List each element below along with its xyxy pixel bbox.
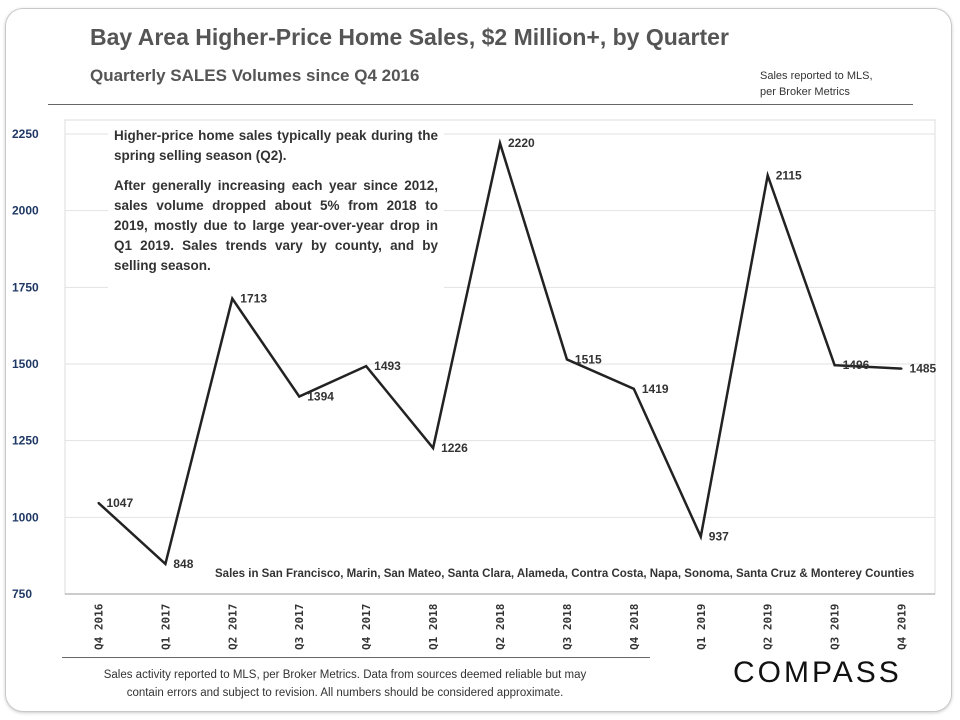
data-label: 1419 <box>642 382 669 396</box>
data-label: 1047 <box>106 496 133 510</box>
chart-title: Bay Area Higher-Price Home Sales, $2 Mil… <box>90 24 729 50</box>
y-tick-label: 750 <box>12 587 32 601</box>
header-divider <box>48 104 913 105</box>
y-tick-label: 1750 <box>12 280 39 294</box>
chart-subtitle: Quarterly SALES Volumes since Q4 2016 <box>90 66 420 85</box>
x-tick-label: Q1 2017 <box>159 604 172 650</box>
annotation-p2: After generally increasing each year sin… <box>114 178 438 273</box>
footer-line-2: contain errors and subject to revision. … <box>126 687 564 699</box>
data-label: 1496 <box>843 358 870 372</box>
x-tick-label: Q1 2019 <box>695 604 708 650</box>
data-point <box>298 395 301 398</box>
source-line-1: Sales reported to MLS, <box>760 70 873 82</box>
data-label: 1493 <box>374 359 401 373</box>
data-point <box>499 142 501 145</box>
x-tick-label: Q2 2018 <box>494 604 507 650</box>
x-tick-label: Q2 2017 <box>226 604 239 650</box>
data-point <box>565 358 568 361</box>
data-point <box>164 562 167 565</box>
x-tick-label: Q4 2016 <box>92 603 105 650</box>
data-label: 937 <box>709 530 729 544</box>
annotation-p1: Higher-price home sales typically peak d… <box>114 128 438 163</box>
data-label: 848 <box>173 557 193 571</box>
data-point <box>632 387 635 390</box>
x-tick-label: Q2 2019 <box>762 604 775 650</box>
x-tick-label: Q3 2017 <box>293 604 306 650</box>
y-tick-label: 2000 <box>12 204 39 218</box>
data-label: 1226 <box>441 441 468 455</box>
annotation-box: Higher-price home sales typically peak d… <box>108 122 444 290</box>
data-label: 2115 <box>776 168 802 182</box>
data-label: 1713 <box>240 292 267 306</box>
slide-frame <box>5 8 952 712</box>
footer-divider <box>62 657 650 658</box>
x-tick-label: Q3 2018 <box>561 604 574 650</box>
data-point <box>432 447 435 450</box>
y-tick-label: 1250 <box>12 434 39 448</box>
data-point <box>97 501 100 504</box>
data-label: 1394 <box>307 390 334 404</box>
x-tick-label: Q4 2018 <box>628 604 641 650</box>
x-tick-label: Q3 2019 <box>829 604 842 650</box>
footer-line-1: Sales activity reported to MLS, per Brok… <box>103 669 587 681</box>
y-tick-label: 1500 <box>12 357 39 371</box>
data-point <box>365 365 368 368</box>
data-point <box>900 367 903 370</box>
compass-logo: COMPASS <box>733 656 902 689</box>
data-label: 1515 <box>575 352 602 366</box>
footer-disclaimer: Sales activity reported to MLS, per Brok… <box>60 666 630 702</box>
source-line-2: per Broker Metrics <box>760 86 850 98</box>
data-point <box>766 174 769 177</box>
counties-note: Sales in San Francisco, Marin, San Mateo… <box>215 568 915 580</box>
data-point <box>833 364 836 367</box>
x-tick-label: Q4 2017 <box>360 604 373 650</box>
y-tick-label: 1000 <box>12 510 39 524</box>
data-point <box>699 535 702 538</box>
data-label: 1485 <box>910 362 937 376</box>
data-point <box>231 297 234 300</box>
data-label: 2220 <box>508 136 535 150</box>
y-tick-label: 2250 <box>12 127 39 141</box>
x-tick-label: Q4 2019 <box>896 604 909 650</box>
source-note: Sales reported to MLS, per Broker Metrics <box>760 68 873 100</box>
x-tick-label: Q1 2018 <box>427 604 440 650</box>
